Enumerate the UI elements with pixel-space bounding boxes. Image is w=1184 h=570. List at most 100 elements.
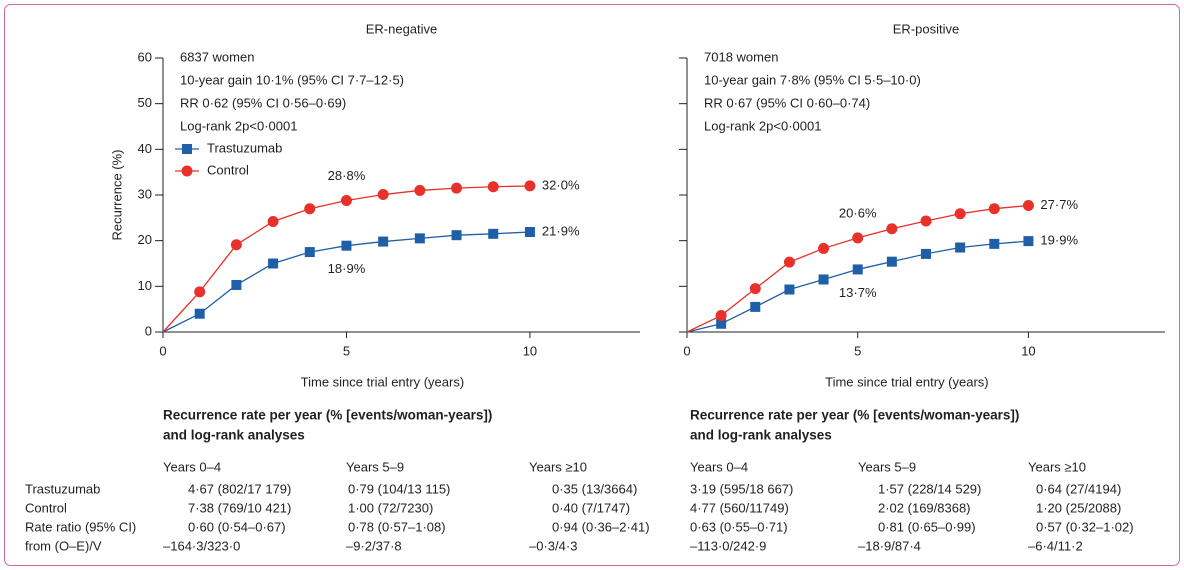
marker [377,189,389,201]
table-cell: –6·4/11·2 [1028,538,1083,553]
table-cell: 0·79 (104/13 115) [348,481,450,496]
marker [231,279,242,290]
x-tick-label: 5 [854,343,861,358]
marker [414,233,425,244]
table-cell: 4·77 (560/11749) [690,500,789,515]
table-title: and log-rank analyses [163,428,305,443]
marker [988,203,1000,215]
marker [1023,236,1034,247]
frame [4,4,1180,566]
marker [194,286,206,298]
marker [181,165,193,177]
x-tick-label: 10 [1021,343,1035,358]
value-label: 28·8% [328,168,366,183]
column-header: Years ≥10 [529,459,587,474]
table-cell: –0·3/4·3 [529,538,577,553]
table-cell: 0·60 (0·54–0·67) [188,519,286,534]
marker [524,180,536,192]
table-cell: 0·81 (0·65–0·99) [878,519,976,534]
marker [750,301,761,312]
value-label: 13·7% [839,285,877,300]
marker [488,228,499,239]
series-line [162,185,530,333]
column-header: Years 5–9 [346,459,404,474]
marker [715,310,727,322]
legend-label: Control [207,162,249,177]
table-cell: 0·78 (0·57–1·08) [348,519,446,534]
column-header: Years 5–9 [858,459,916,474]
annotation: 10-year gain 10·1% (95% CI 7·7–12·5) [180,72,404,87]
table-cell: 1·00 (72/7230) [348,500,433,515]
table-cell: –113·0/242·9 [690,538,766,553]
marker [818,242,830,254]
chart-title: ER-negative [366,21,438,36]
value-label: 19·9% [1040,233,1078,248]
y-tick-label: 50 [138,95,152,110]
marker [414,184,426,196]
annotation: Log-rank 2p<0·0001 [704,118,821,133]
annotation: RR 0·67 (95% CI 0·60–0·74) [704,95,870,110]
table-cell: 3·19 (595/18 667) [690,481,793,496]
marker [852,264,863,275]
annotation: 10-year gain 7·8% (95% CI 5·5–10·0) [704,72,921,87]
y-tick-label: 20 [138,232,152,247]
table-cell: 1·57 (228/14 529) [878,481,981,496]
chart-title: ER-positive [893,21,959,36]
x-tick-label: 5 [343,343,350,358]
marker [487,181,499,193]
table-cell: 0·94 (0·36–2·41) [552,519,650,534]
value-label: 18·9% [328,261,366,276]
row-label: Control [25,500,67,515]
y-tick-label: 0 [145,323,152,338]
annotation: Log-rank 2p<0·0001 [180,118,297,133]
marker [886,223,898,235]
marker [267,215,279,227]
table-cell: 0·40 (7/1747) [552,500,630,515]
x-axis-label: Time since trial entry (years) [825,374,989,389]
x-axis-label: Time since trial entry (years) [301,374,465,389]
x-tick-label: 0 [683,343,690,358]
table-title: Recurrence rate per year (% [events/woma… [163,408,492,423]
marker [716,318,727,329]
y-tick-label: 40 [138,141,152,156]
table-cell: –9·2/37·8 [346,538,402,553]
marker [378,236,389,247]
marker [818,274,829,285]
marker [920,215,932,227]
annotation: 7018 women [704,49,778,64]
table-cell: 4·67 (802/17 179) [188,481,291,496]
table-cell: –164·3/323·0 [163,538,240,553]
y-tick-label: 30 [138,186,152,201]
marker [194,308,205,319]
marker [341,240,352,251]
table-cell: 0·57 (0·32–1·02) [1036,519,1134,534]
marker [340,194,352,206]
row-label: Rate ratio (95% CI) [25,519,136,534]
column-header: Years ≥10 [1028,459,1086,474]
row-label: Trastuzumab [25,481,100,496]
value-label: 32·0% [542,177,580,192]
marker [989,238,1000,249]
y-axis-label: Recurrence (%) [109,149,124,240]
marker [852,232,864,244]
value-label: 20·6% [839,205,877,220]
marker [749,283,761,295]
marker [955,242,966,253]
annotation: 6837 women [180,49,254,64]
marker [954,208,966,220]
marker [304,203,316,215]
marker [268,258,279,269]
table-cell: 0·64 (27/4194) [1036,481,1121,496]
marker [451,182,463,194]
table-cell: –18·9/87·4 [858,538,921,553]
marker [783,256,795,268]
marker [784,284,795,295]
x-tick-label: 10 [523,343,537,358]
marker [524,226,535,237]
marker [886,256,897,267]
column-header: Years 0–4 [163,459,221,474]
column-header: Years 0–4 [690,459,748,474]
marker [1022,200,1034,212]
marker [230,239,242,251]
